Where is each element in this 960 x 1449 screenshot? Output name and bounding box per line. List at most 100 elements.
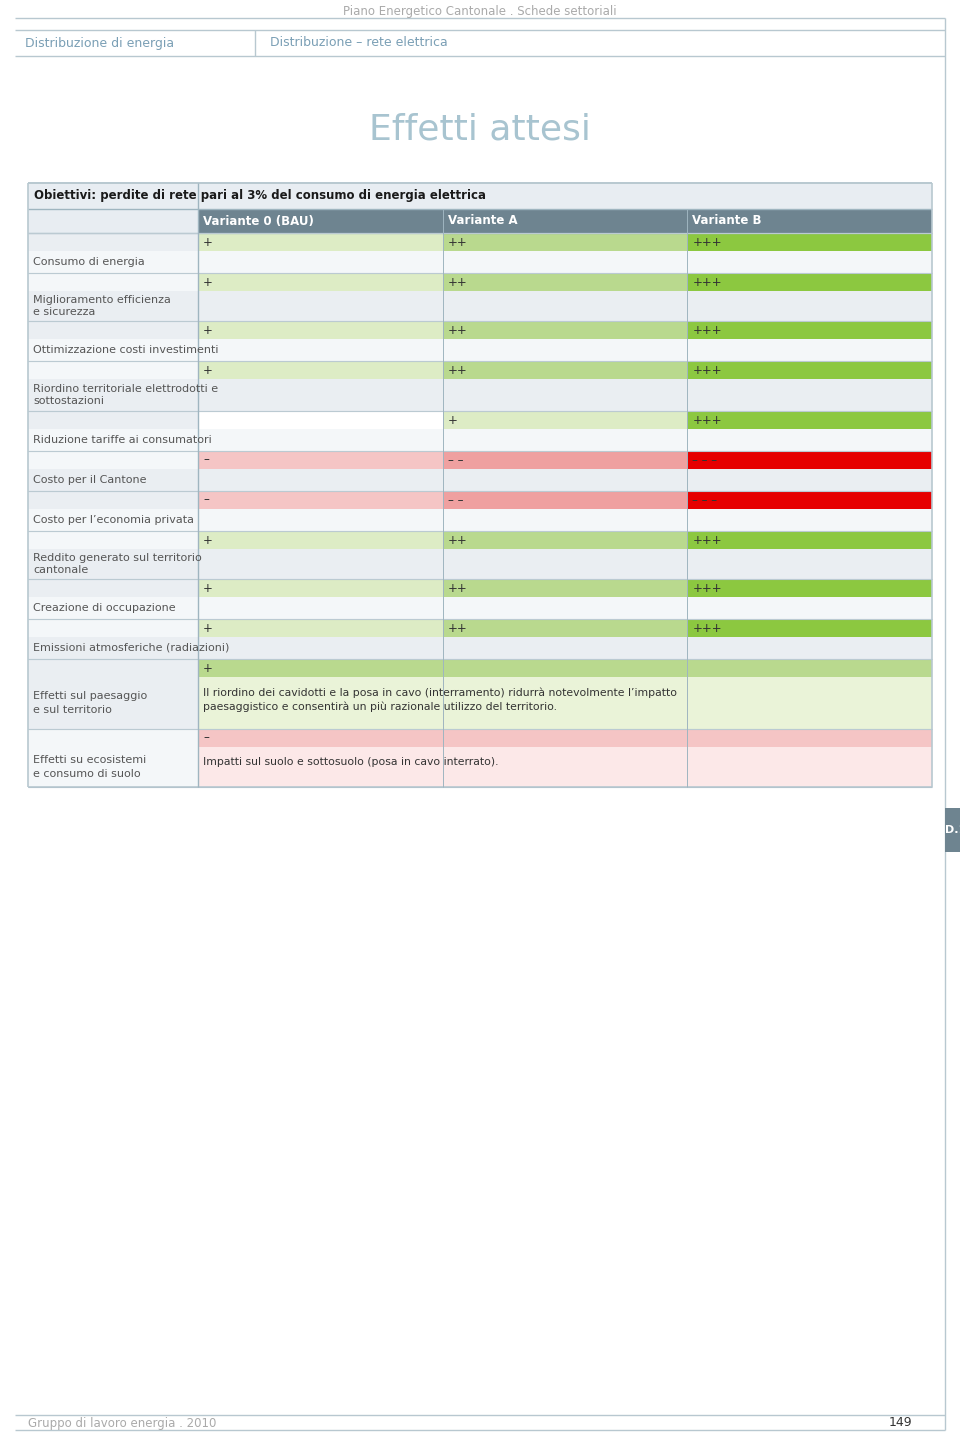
Text: Riduzione tariffe ai consumatori: Riduzione tariffe ai consumatori — [33, 435, 212, 445]
Bar — [28, 597, 932, 619]
Text: Obiettivi: perdite di rete pari al 3% del consumo di energia elettrica: Obiettivi: perdite di rete pari al 3% de… — [34, 190, 486, 203]
Bar — [687, 233, 932, 251]
Bar — [443, 251, 687, 272]
Bar — [198, 291, 443, 322]
Text: Variante B: Variante B — [692, 214, 762, 227]
Text: ++: ++ — [447, 533, 468, 546]
Bar — [687, 209, 932, 233]
Bar — [198, 233, 443, 251]
Bar — [443, 597, 687, 619]
Text: ++: ++ — [447, 622, 468, 635]
Bar — [28, 361, 198, 380]
Bar — [28, 491, 198, 509]
Text: 149: 149 — [888, 1417, 912, 1430]
Bar — [443, 530, 687, 549]
Bar — [687, 469, 932, 491]
Text: Emissioni atmosferiche (radiazioni): Emissioni atmosferiche (radiazioni) — [33, 643, 229, 653]
Text: Reddito generato sul territorio: Reddito generato sul territorio — [33, 554, 202, 564]
Bar — [198, 339, 443, 361]
Bar — [687, 580, 932, 597]
Bar — [28, 638, 932, 659]
Text: – –: – – — [447, 454, 463, 467]
Bar — [443, 469, 687, 491]
Text: +++: +++ — [692, 275, 722, 288]
Text: Consumo di energia: Consumo di energia — [33, 256, 145, 267]
Text: +: + — [203, 364, 213, 377]
Bar — [28, 659, 198, 677]
Bar — [28, 209, 198, 233]
Bar — [28, 451, 198, 469]
Text: Distribuzione di energia: Distribuzione di energia — [25, 36, 174, 49]
Text: Costo per l’economia privata: Costo per l’economia privata — [33, 514, 194, 525]
Bar — [443, 549, 687, 580]
Text: – – –: – – – — [692, 494, 717, 507]
Bar — [687, 291, 932, 322]
Bar — [687, 272, 932, 291]
Bar — [443, 429, 687, 451]
Bar — [28, 530, 198, 549]
Text: Impatti sul suolo e sottosuolo (posa in cavo interrato).: Impatti sul suolo e sottosuolo (posa in … — [203, 756, 498, 767]
Bar — [198, 509, 443, 530]
Bar — [198, 322, 443, 339]
Bar — [443, 491, 687, 509]
Bar — [28, 549, 932, 580]
Bar — [687, 322, 932, 339]
Bar — [443, 509, 687, 530]
Text: sottostazioni: sottostazioni — [33, 396, 104, 406]
Text: ++: ++ — [447, 364, 468, 377]
Bar — [198, 429, 443, 451]
Bar — [198, 272, 443, 291]
Text: Creazione di occupazione: Creazione di occupazione — [33, 603, 176, 613]
Bar — [443, 322, 687, 339]
Bar — [687, 597, 932, 619]
Bar — [687, 530, 932, 549]
Bar — [443, 451, 687, 469]
Text: Effetti sul paesaggio: Effetti sul paesaggio — [33, 691, 147, 701]
Bar — [198, 361, 443, 380]
Bar — [198, 469, 443, 491]
Bar — [28, 183, 932, 209]
Text: Costo per il Cantone: Costo per il Cantone — [33, 475, 147, 485]
Text: Variante A: Variante A — [447, 214, 517, 227]
Text: +++: +++ — [692, 236, 722, 248]
Bar — [198, 748, 932, 787]
Bar — [198, 677, 932, 729]
Bar — [28, 251, 932, 272]
Bar — [198, 251, 443, 272]
Bar — [687, 509, 932, 530]
Bar — [198, 729, 932, 748]
Text: +++: +++ — [692, 533, 722, 546]
Bar — [28, 339, 932, 361]
Bar — [198, 209, 443, 233]
Bar — [443, 272, 687, 291]
Text: +: + — [203, 533, 213, 546]
Bar — [198, 491, 443, 509]
Bar — [443, 380, 687, 412]
Bar — [687, 339, 932, 361]
Text: Gruppo di lavoro energia . 2010: Gruppo di lavoro energia . 2010 — [28, 1417, 216, 1430]
Bar — [28, 619, 198, 638]
Bar — [687, 638, 932, 659]
Text: Miglioramento efficienza: Miglioramento efficienza — [33, 296, 171, 304]
Bar — [28, 233, 198, 251]
Text: D.1: D.1 — [946, 824, 960, 835]
Bar — [687, 380, 932, 412]
Bar — [198, 451, 443, 469]
Text: ++: ++ — [447, 275, 468, 288]
Bar — [28, 729, 198, 748]
Bar — [443, 580, 687, 597]
Bar — [198, 597, 443, 619]
Bar — [198, 659, 932, 677]
Bar — [198, 530, 443, 549]
Text: +: + — [203, 323, 213, 336]
Bar — [443, 233, 687, 251]
Bar — [687, 451, 932, 469]
Bar — [28, 748, 198, 787]
Bar — [687, 549, 932, 580]
Bar — [687, 412, 932, 429]
Text: –: – — [203, 494, 209, 507]
Bar — [443, 638, 687, 659]
Bar — [443, 209, 687, 233]
Bar — [28, 322, 198, 339]
Bar — [28, 580, 198, 597]
